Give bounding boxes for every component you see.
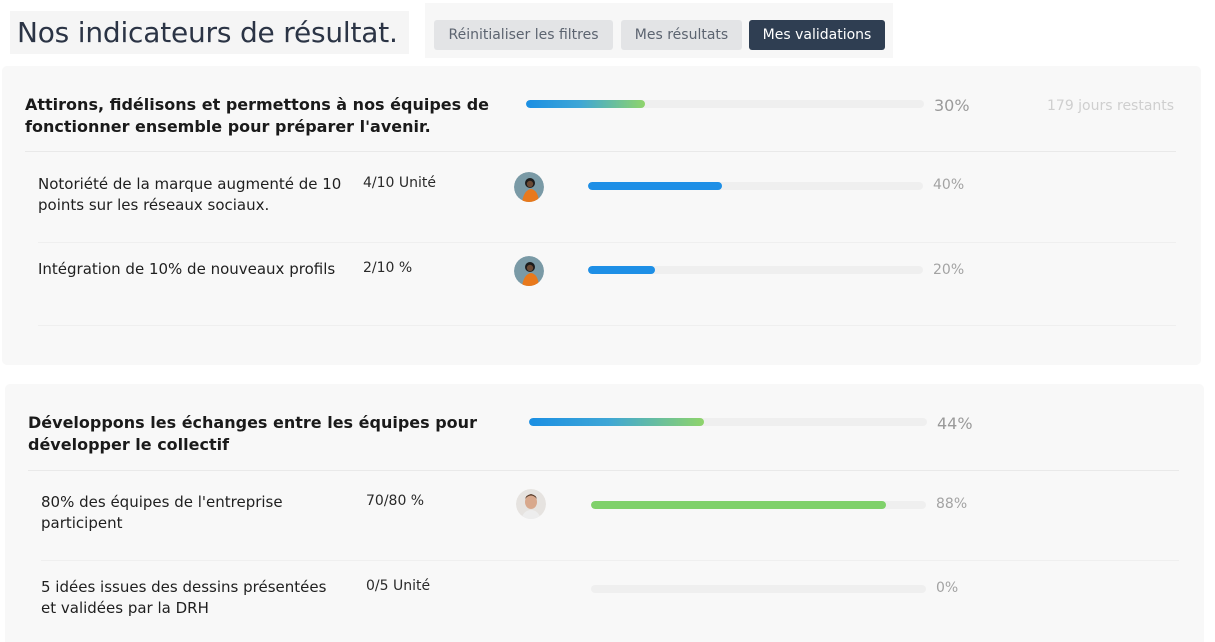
objective-card: Attirons, fidélisons et permettons à nos…	[2, 66, 1201, 365]
key-result-progress-fill	[588, 182, 722, 190]
days-remaining: 179 jours restants	[1047, 98, 1175, 114]
filter-toolbar: Réinitialiser les filtres Mes résultats …	[425, 3, 893, 58]
page-title: Nos indicateurs de résultat.	[17, 16, 398, 49]
page-title-box: Nos indicateurs de résultat.	[10, 11, 409, 54]
key-result-progress-bar	[591, 501, 926, 509]
my-results-button[interactable]: Mes résultats	[621, 20, 742, 50]
key-result-progress-bar	[588, 182, 923, 190]
objective-progress-label: 44%	[937, 414, 973, 433]
key-result-progress-fill	[588, 266, 655, 274]
key-result-title[interactable]: 80% des équipes de l'entreprise particip…	[41, 493, 283, 532]
key-result-progress-bar	[588, 266, 923, 274]
objective-title[interactable]: Développons les échanges entre les équip…	[28, 413, 477, 454]
objective-progress-bar	[529, 418, 927, 426]
key-result-value: 0/5 Unité	[366, 578, 431, 594]
objective-progress-fill	[529, 418, 705, 426]
objective-card: Développons les échanges entre les équip…	[5, 384, 1204, 642]
divider	[38, 242, 1176, 243]
key-result-title[interactable]: Intégration de 10% de nouveaux profils	[38, 260, 336, 278]
key-result-progress-bar	[591, 585, 926, 593]
objective-progress-fill	[526, 100, 646, 108]
divider	[28, 470, 1179, 471]
divider	[25, 151, 1176, 152]
key-result-progress-label: 20%	[933, 262, 965, 278]
key-result-title[interactable]: Notoriété de la marque augmenté de 10 po…	[38, 175, 342, 214]
key-result-progress-label: 0%	[936, 580, 959, 596]
key-result-progress-label: 88%	[936, 496, 968, 512]
my-validations-button[interactable]: Mes validations	[749, 20, 885, 50]
key-result-progress-fill	[591, 501, 886, 509]
key-result-title[interactable]: 5 idées issues des dessins présentées et…	[41, 578, 327, 617]
reset-filters-button[interactable]: Réinitialiser les filtres	[434, 20, 613, 50]
objective-title[interactable]: Attirons, fidélisons et permettons à nos…	[25, 95, 490, 136]
key-result-value: 70/80 %	[366, 493, 425, 509]
user-avatar[interactable]	[516, 489, 546, 519]
objective-progress-bar	[526, 100, 924, 108]
user-avatar[interactable]	[514, 172, 544, 202]
key-result-progress-label: 40%	[933, 177, 965, 193]
divider	[41, 560, 1179, 561]
key-result-value: 2/10 %	[363, 260, 413, 276]
divider	[38, 325, 1176, 326]
objective-progress-label: 30%	[934, 96, 970, 115]
key-result-value: 4/10 Unité	[363, 175, 437, 191]
user-avatar[interactable]	[514, 256, 544, 286]
